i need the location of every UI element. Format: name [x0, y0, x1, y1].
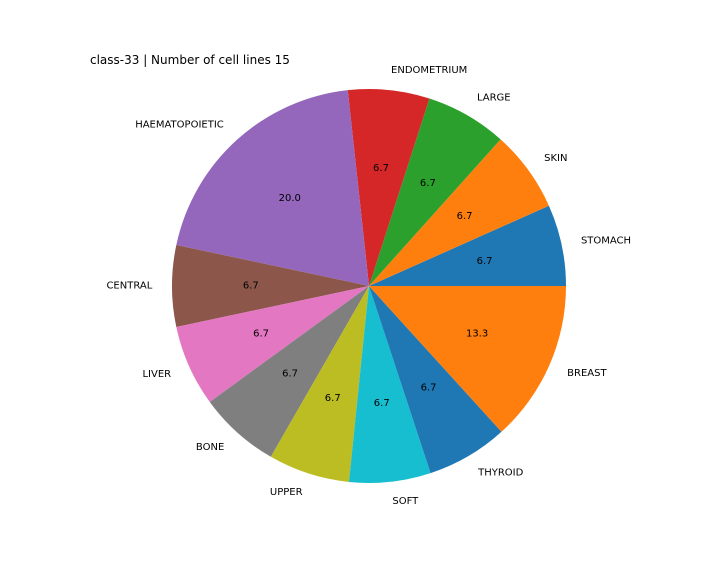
slice-label-upper: UPPER — [270, 487, 303, 498]
slice-label-stomach: STOMACH — [581, 235, 631, 246]
slice-value-central: 6.7 — [243, 281, 259, 292]
slice-value-breast: 13.3 — [466, 328, 488, 339]
slice-label-soft: SOFT — [392, 496, 419, 507]
slice-label-central: CENTRAL — [106, 281, 152, 292]
slice-value-upper: 6.7 — [325, 393, 341, 404]
pie-slice-upper — [270, 286, 369, 482]
slice-value-liver: 6.7 — [253, 329, 269, 340]
slice-value-labels: 6.7 6.7 6.7 6.7 20.0 6.7 6.7 6.7 6.7 6.7 6.7 13.3 — [243, 163, 493, 409]
slice-label-skin: SKIN — [544, 153, 567, 164]
chart-title: class-33 | Number of cell lines 15 — [90, 53, 290, 67]
pie-slice-haematopoietic — [176, 90, 369, 286]
pie-slice-large — [369, 98, 501, 286]
slice-label-thyroid: THYROID — [477, 468, 524, 479]
slice-label-liver: LIVER — [142, 369, 171, 380]
pie-slice-soft — [348, 286, 431, 483]
slice-label-breast: BREAST — [567, 368, 607, 379]
pie-slices — [172, 89, 566, 483]
pie-slice-endometrium — [347, 89, 430, 287]
pie-slice-thyroid — [369, 286, 502, 474]
slice-value-skin: 6.7 — [457, 211, 473, 222]
slice-value-stomach: 6.7 — [477, 256, 493, 267]
pie-slice-bone — [209, 286, 369, 457]
slice-category-labels: STOMACH SKIN LARGE ENDOMETRIUM HAEMATOPOIETI… — [106, 65, 631, 507]
pie-slice-liver — [176, 286, 369, 402]
pie-slice-breast — [369, 286, 566, 432]
pie-slice-stomach — [369, 205, 566, 286]
slice-value-haematopoietic: 20.0 — [279, 193, 301, 204]
slice-value-bone: 6.7 — [282, 368, 298, 379]
slice-label-large: LARGE — [477, 93, 511, 104]
pie-slice-central — [172, 244, 369, 328]
slice-value-large: 6.7 — [420, 178, 436, 189]
pie-slice-skin — [369, 139, 549, 286]
slice-value-thyroid: 6.7 — [421, 383, 437, 394]
slice-label-endometrium: ENDOMETRIUM — [391, 65, 467, 76]
slice-value-endometrium: 6.7 — [373, 163, 389, 174]
slice-label-haematopoietic: HAEMATOPOIETIC — [135, 120, 224, 131]
slice-value-soft: 6.7 — [374, 398, 390, 409]
slice-label-bone: BONE — [196, 442, 224, 453]
